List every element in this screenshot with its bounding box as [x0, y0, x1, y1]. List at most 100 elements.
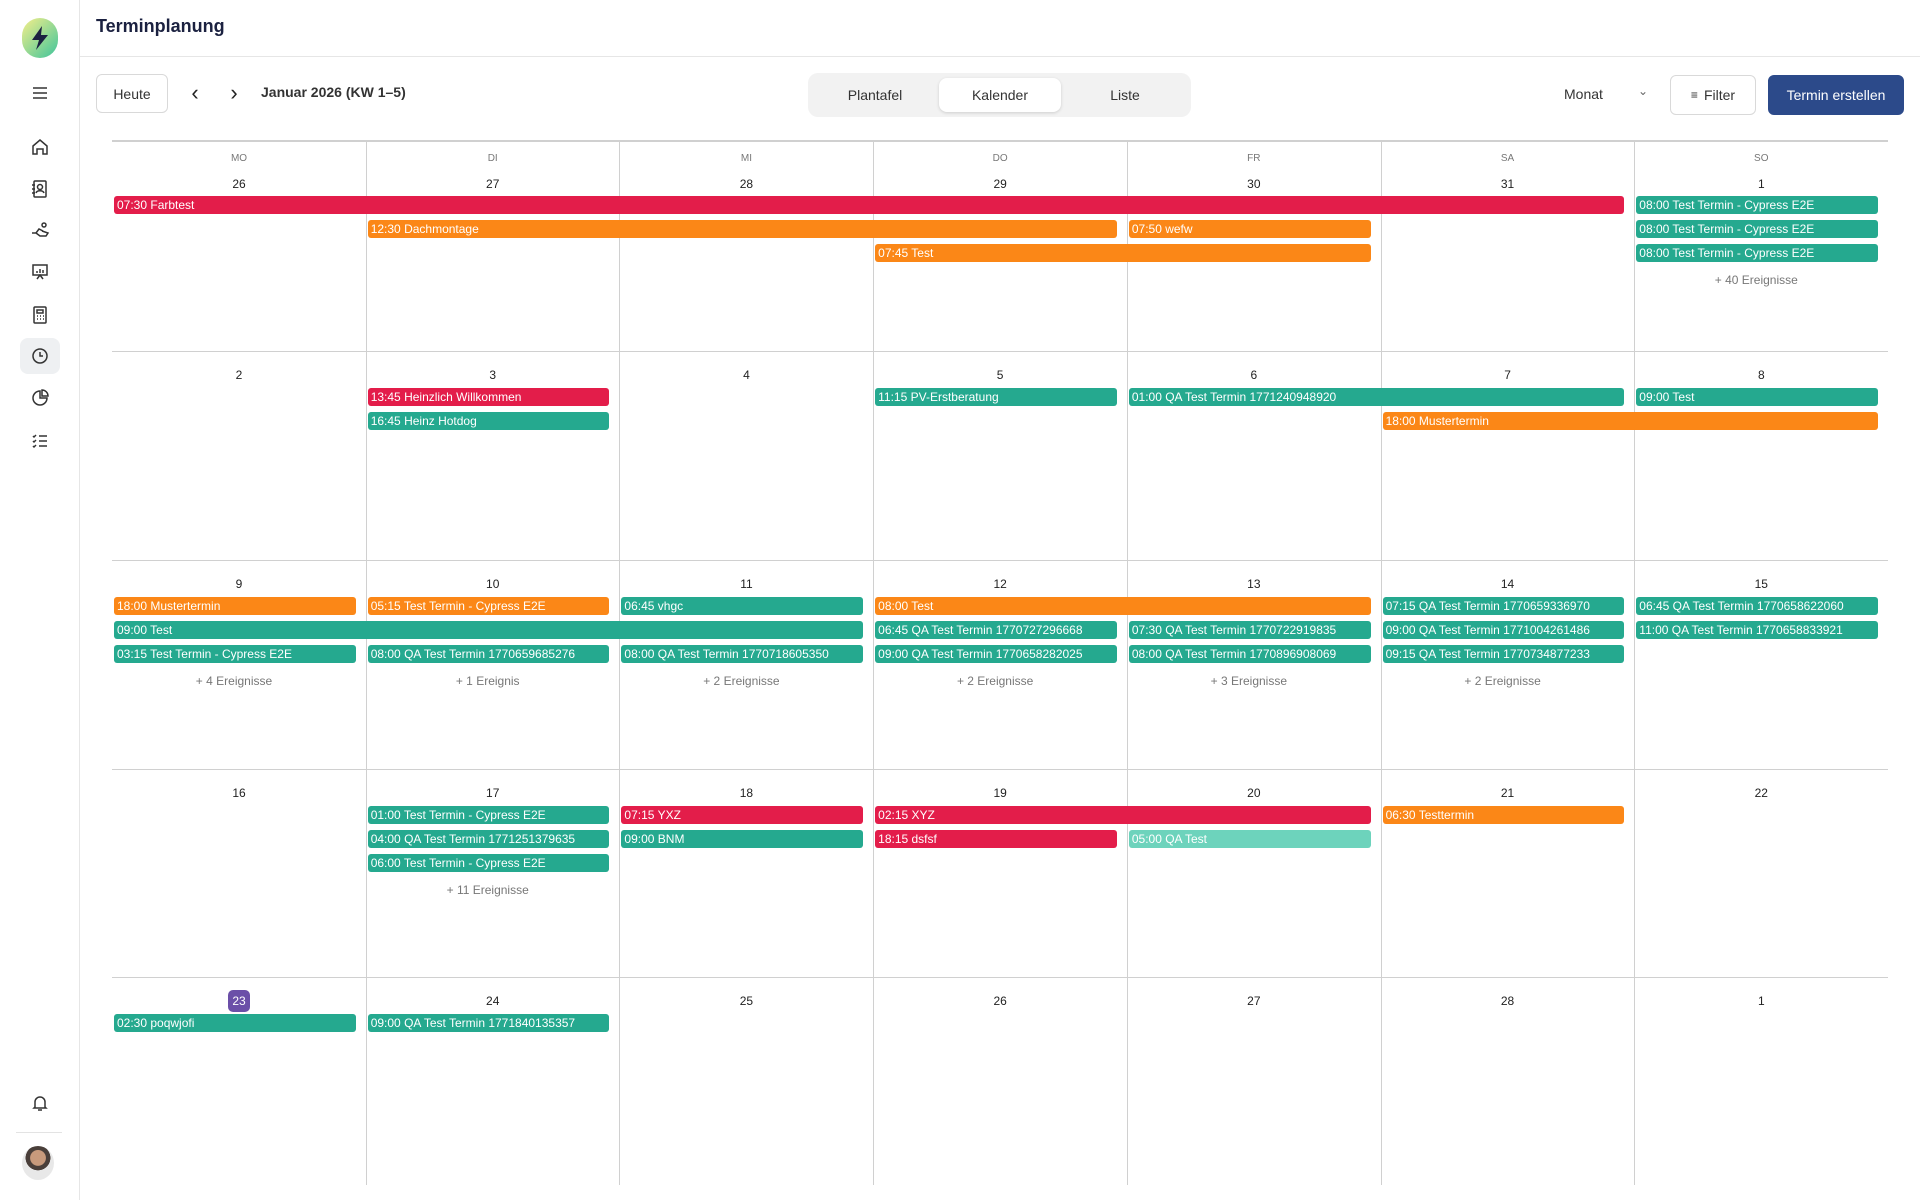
event-bar[interactable]: 08:00 QA Test Termin 1770896908069 — [1128, 645, 1371, 663]
more-events-link[interactable]: + 4 Ereignisse — [195, 674, 273, 688]
event-bar[interactable]: 06:45 QA Test Termin 1770658622060 — [1636, 597, 1878, 615]
event-bar[interactable]: 08:00 Test Termin - Cypress E2E — [1636, 244, 1878, 262]
event-bar[interactable]: 06:45 QA Test Termin 1770727296668 — [875, 621, 1117, 639]
event-bar[interactable]: 08:00 Test Termin - Cypress E2E — [1636, 196, 1878, 214]
day-cell-date[interactable]: 24 — [366, 990, 620, 1012]
day-cell-date[interactable]: 23 — [112, 990, 366, 1012]
sidebar-item-checklist[interactable] — [20, 423, 60, 459]
day-cell-date[interactable]: 18 — [619, 782, 873, 804]
event-bar[interactable]: 05:15 Test Termin - Cypress E2E — [367, 597, 610, 615]
day-cell-date[interactable]: 19 — [873, 782, 1127, 804]
event-bar[interactable]: 02:30 poqwjofi — [114, 1014, 356, 1032]
more-events-link[interactable]: + 11 Ereignisse — [446, 883, 529, 897]
event-bar[interactable]: 07:30 QA Test Termin 1770722919835 — [1128, 621, 1371, 639]
more-events-link[interactable]: + 2 Ereignisse — [1464, 674, 1541, 688]
event-bar[interactable]: 01:00 QA Test Termin 1771240948920 — [1128, 388, 1625, 406]
day-cell-date[interactable]: 10 — [366, 573, 620, 595]
event-bar[interactable]: 06:45 vhgc — [621, 597, 864, 615]
event-bar[interactable]: 04:00 QA Test Termin 1771251379635 — [367, 830, 610, 848]
more-events-link[interactable]: + 1 Ereignis — [455, 674, 520, 688]
more-events-link[interactable]: + 40 Ereignisse — [1714, 273, 1798, 287]
day-cell-date[interactable]: 26 — [873, 990, 1127, 1012]
event-bar[interactable]: 08:00 Test Termin - Cypress E2E — [1636, 220, 1878, 238]
event-bar[interactable]: 07:45 Test — [875, 244, 1371, 262]
filter-button[interactable]: ≡ Filter — [1670, 75, 1756, 115]
sidebar-item-clock[interactable] — [20, 338, 60, 374]
period-select[interactable]: Monat — [1564, 86, 1603, 102]
day-cell-date[interactable]: 20 — [1127, 782, 1381, 804]
day-cell-date[interactable]: 2 — [112, 364, 366, 386]
event-bar[interactable]: 18:15 dsfsf — [875, 830, 1117, 848]
today-button[interactable]: Heute — [96, 74, 168, 113]
event-bar[interactable]: 09:00 BNM — [621, 830, 864, 848]
day-cell-date[interactable]: 17 — [366, 782, 620, 804]
day-cell-date[interactable]: 1 — [1634, 990, 1888, 1012]
day-cell-date[interactable]: 25 — [619, 990, 873, 1012]
event-bar[interactable]: 07:15 QA Test Termin 1770659336970 — [1382, 597, 1625, 615]
event-bar[interactable]: 06:00 Test Termin - Cypress E2E — [367, 854, 610, 872]
day-cell-date[interactable]: 14 — [1381, 573, 1635, 595]
chevron-down-icon[interactable]: ⌄ — [1638, 84, 1649, 98]
event-bar[interactable]: 09:00 QA Test Termin 1771840135357 — [367, 1014, 610, 1032]
event-bar[interactable]: 12:30 Dachmontage — [367, 220, 1117, 238]
day-cell-date[interactable]: 1 — [1634, 173, 1888, 195]
event-bar[interactable]: 18:00 Mustertermin — [1382, 412, 1878, 430]
day-cell-date[interactable]: 8 — [1634, 364, 1888, 386]
day-cell-date[interactable]: 27 — [1127, 990, 1381, 1012]
create-appointment-button[interactable]: Termin erstellen — [1768, 75, 1904, 115]
day-cell-date[interactable]: 13 — [1127, 573, 1381, 595]
sidebar-item-handshake[interactable] — [20, 212, 60, 248]
tab-plantafel[interactable]: Plantafel — [847, 87, 903, 103]
day-cell-date[interactable]: 26 — [112, 173, 366, 195]
notifications-button[interactable] — [20, 1085, 60, 1121]
day-cell-date[interactable]: 11 — [619, 573, 873, 595]
sidebar-item-contacts[interactable] — [20, 171, 60, 207]
event-bar[interactable]: 08:00 Test — [875, 597, 1371, 615]
event-bar[interactable]: 01:00 Test Termin - Cypress E2E — [367, 806, 610, 824]
tab-liste[interactable]: Liste — [1110, 87, 1140, 103]
day-cell-date[interactable]: 9 — [112, 573, 366, 595]
day-cell-date[interactable]: 3 — [366, 364, 620, 386]
day-cell-date[interactable]: 5 — [873, 364, 1127, 386]
event-bar[interactable]: 08:00 QA Test Termin 1770718605350 — [621, 645, 864, 663]
day-cell-date[interactable]: 15 — [1634, 573, 1888, 595]
day-cell-date[interactable]: 21 — [1381, 782, 1635, 804]
day-cell-date[interactable]: 4 — [619, 364, 873, 386]
avatar[interactable] — [22, 1146, 54, 1180]
sidebar-item-menu[interactable] — [20, 75, 60, 111]
sidebar-item-pie-chart[interactable] — [20, 380, 60, 416]
day-cell-date[interactable]: 6 — [1127, 364, 1381, 386]
day-cell-date[interactable]: 28 — [619, 173, 873, 195]
sidebar-item-presentation[interactable] — [20, 254, 60, 290]
day-cell-date[interactable]: 27 — [366, 173, 620, 195]
event-bar[interactable]: 18:00 Mustertermin — [114, 597, 356, 615]
event-bar[interactable]: 02:15 XYZ — [875, 806, 1371, 824]
day-cell-date[interactable]: 22 — [1634, 782, 1888, 804]
event-bar[interactable]: 07:50 wefw — [1128, 220, 1371, 238]
sidebar-item-home[interactable] — [20, 129, 60, 165]
event-bar[interactable]: 07:15 YXZ — [621, 806, 864, 824]
tab-kalender[interactable]: Kalender — [939, 78, 1061, 112]
event-bar[interactable]: 09:00 Test — [114, 621, 864, 639]
event-bar[interactable]: 09:15 QA Test Termin 1770734877233 — [1382, 645, 1625, 663]
day-cell-date[interactable]: 31 — [1381, 173, 1635, 195]
day-cell-date[interactable]: 7 — [1381, 364, 1635, 386]
chevron-right-icon[interactable]: › — [230, 80, 238, 105]
day-cell-date[interactable]: 12 — [873, 573, 1127, 595]
day-cell-date[interactable]: 16 — [112, 782, 366, 804]
day-cell-date[interactable]: 29 — [873, 173, 1127, 195]
event-bar[interactable]: 11:15 PV-Erstberatung — [875, 388, 1117, 406]
app-logo[interactable] — [22, 18, 58, 58]
event-bar[interactable]: 09:00 QA Test Termin 1771004261486 — [1382, 621, 1625, 639]
chevron-left-icon[interactable]: ‹ — [191, 80, 199, 105]
day-cell-date[interactable]: 30 — [1127, 173, 1381, 195]
event-bar[interactable]: 07:30 Farbtest — [114, 196, 1625, 214]
event-bar[interactable]: 16:45 Heinz Hotdog — [367, 412, 610, 430]
event-bar[interactable]: 13:45 Heinzlich Willkommen — [367, 388, 610, 406]
event-bar[interactable]: 09:00 QA Test Termin 1770658282025 — [875, 645, 1117, 663]
event-bar[interactable]: 06:30 Testtermin — [1382, 806, 1625, 824]
sidebar-item-calculator[interactable] — [20, 297, 60, 333]
more-events-link[interactable]: + 2 Ereignisse — [703, 674, 780, 688]
event-bar[interactable]: 11:00 QA Test Termin 1770658833921 — [1636, 621, 1878, 639]
event-bar[interactable]: 08:00 QA Test Termin 1770659685276 — [367, 645, 610, 663]
